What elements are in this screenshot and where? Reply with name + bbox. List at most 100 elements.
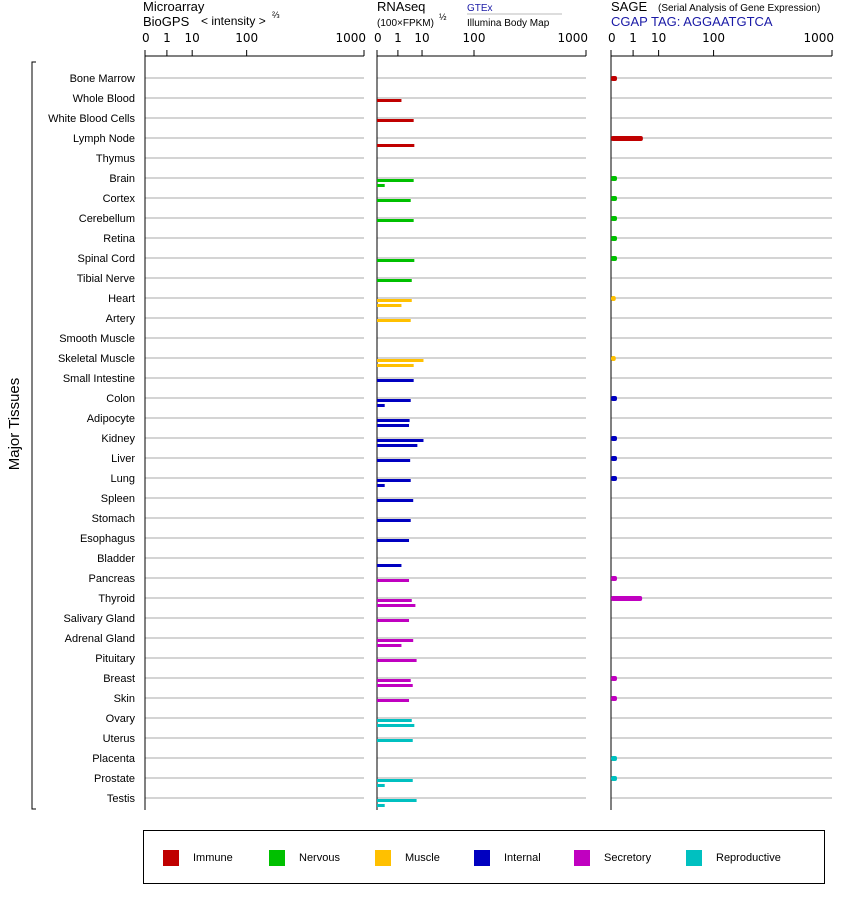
tissue-label: White Blood Cells — [48, 113, 135, 125]
bar-sage — [611, 236, 617, 241]
bar-sage — [611, 136, 643, 141]
bar-sage — [611, 76, 617, 81]
bar-gtex — [377, 279, 412, 282]
bar-gtex — [377, 379, 414, 382]
tissue-label: Skin — [114, 693, 135, 705]
microarray-tick-label: 1000 — [335, 31, 366, 45]
tissue-label: Cortex — [103, 193, 136, 205]
tissue-label: Whole Blood — [73, 93, 135, 105]
bar-gtex — [377, 399, 411, 402]
legend-swatch-internal — [474, 850, 490, 866]
microarray-tick-label: 0 — [142, 31, 150, 45]
rnaseq-units-exponent: ½ — [439, 12, 447, 22]
bar-sage — [611, 396, 617, 401]
bar-illumina-body-map — [377, 444, 418, 447]
bar-gtex — [377, 639, 414, 642]
bar-gtex — [377, 259, 415, 262]
sage-header: SAGE — [611, 0, 647, 14]
tissue-label: Ovary — [106, 713, 136, 725]
bar-gtex — [377, 679, 411, 682]
rnaseq-tick-label: 1000 — [557, 31, 588, 45]
microarray-tick-label: 100 — [235, 31, 258, 45]
bar-sage — [611, 196, 617, 201]
sage-subtitle: (Serial Analysis of Gene Expression) — [658, 3, 820, 14]
bar-illumina-body-map — [377, 184, 385, 187]
bar-illumina-body-map — [377, 684, 413, 687]
bar-illumina-body-map — [377, 364, 414, 367]
sage-tick-label: 100 — [702, 31, 725, 45]
sage-tick-label: 1000 — [803, 31, 834, 45]
bar-gtex — [377, 179, 414, 182]
major-tissues-label: Major Tissues — [6, 378, 23, 471]
bar-sage — [611, 296, 616, 301]
tissue-label: Prostate — [94, 773, 135, 785]
bar-sage — [611, 576, 617, 581]
legend-swatch-nervous — [269, 850, 285, 866]
bar-gtex — [377, 199, 411, 202]
tissue-label: Placenta — [92, 753, 136, 765]
bar-sage — [611, 256, 617, 261]
tissue-label: Thyroid — [98, 593, 135, 605]
legend-swatch-muscle — [375, 850, 391, 866]
tissue-label: Spinal Cord — [78, 253, 135, 265]
bar-gtex — [377, 299, 412, 302]
sage-tick-label: 0 — [608, 31, 616, 45]
rnaseq-header: RNAseq — [377, 0, 425, 14]
bar-gtex — [377, 479, 411, 482]
legend-label-secretory: Secretory — [604, 852, 652, 864]
bar-illumina-body-map — [377, 304, 402, 307]
bar-sage — [611, 696, 617, 701]
bar-sage — [611, 476, 617, 481]
tissue-label: Skeletal Muscle — [58, 353, 135, 365]
rnaseq-tick-label: 1 — [394, 31, 402, 45]
bar-illumina-body-map — [377, 564, 402, 567]
legend-item-internal: Internal — [474, 849, 541, 867]
sage-tag: CGAP TAG: AGGAATGTCA — [611, 14, 773, 29]
bar-gtex — [377, 699, 410, 702]
bar-gtex — [377, 359, 424, 362]
tissue-label: Lung — [111, 473, 135, 485]
bar-gtex — [377, 99, 402, 102]
tissue-expression-chart: Microarray BioGPS < intensity > ⅔ RNAseq… — [6, 0, 834, 810]
legend-swatch-reproductive — [686, 850, 702, 866]
legend-item-secretory: Secretory — [574, 849, 651, 867]
bar-illumina-body-map — [377, 604, 416, 607]
legend-label-internal: Internal — [504, 852, 541, 864]
bar-illumina-body-map — [377, 804, 385, 807]
bar-illumina-body-map — [377, 424, 410, 427]
tissue-label: Testis — [107, 793, 136, 805]
bar-gtex — [377, 719, 412, 722]
microarray-header: Microarray — [143, 0, 205, 14]
bar-gtex — [377, 419, 410, 422]
grid-lines — [145, 77, 832, 799]
bar-gtex — [377, 739, 413, 742]
bar-gtex — [377, 799, 417, 802]
illumina-source-label: Illumina Body Map — [467, 18, 550, 29]
tissue-group-bracket — [31, 61, 36, 810]
tissue-label: Heart — [108, 293, 135, 305]
bar-illumina-body-map — [377, 644, 402, 647]
rnaseq-tick-label: 100 — [463, 31, 486, 45]
tissue-label: Artery — [106, 313, 136, 325]
bar-gtex — [377, 499, 414, 502]
bar-sage — [611, 776, 617, 781]
tissue-label: Breast — [103, 673, 135, 685]
bar-sage — [611, 756, 617, 761]
biogps-label: BioGPS — [143, 14, 190, 29]
tissue-label: Tibial Nerve — [77, 273, 135, 285]
tissue-label: Kidney — [101, 433, 135, 445]
legend-swatch-secretory — [574, 850, 590, 866]
bar-illumina-body-map — [377, 144, 415, 147]
legend-item-reproductive: Reproductive — [686, 849, 781, 867]
bar-gtex — [377, 779, 413, 782]
tissue-labels: Bone Marrow Whole Blood White Blood Cells L… — [48, 73, 136, 805]
bar-sage — [611, 216, 617, 221]
bar-illumina-body-map — [377, 784, 385, 787]
tissue-label: Stomach — [92, 513, 135, 525]
tissue-label: Pancreas — [89, 573, 136, 585]
legend: Immune Nervous Muscle Internal Secretory… — [143, 830, 825, 884]
tissue-label: Smooth Muscle — [59, 333, 135, 345]
bar-gtex — [377, 319, 411, 322]
bar-gtex — [377, 459, 411, 462]
intensity-label: < intensity > — [201, 14, 266, 28]
